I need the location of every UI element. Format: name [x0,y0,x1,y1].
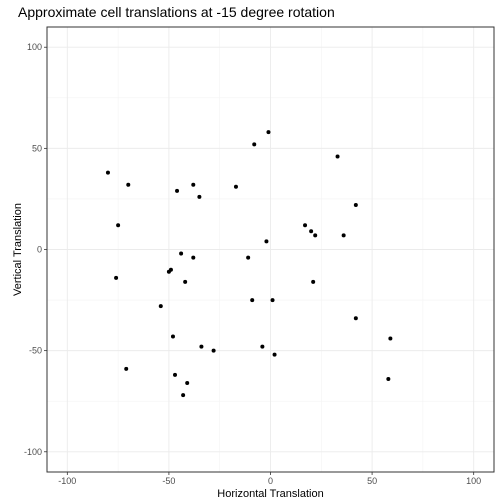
y-tick-label-2: 0 [37,245,42,255]
data-point-1 [126,182,131,187]
data-point-35 [353,203,358,207]
data-point-27 [270,298,275,303]
data-point-17 [197,194,202,199]
data-point-21 [246,255,251,260]
data-point-14 [185,381,190,385]
data-point-12 [181,393,186,398]
data-point-33 [335,154,340,159]
data-point-5 [158,304,163,309]
x-tick-label-3: 50 [367,476,377,486]
data-point-9 [173,372,178,377]
data-point-16 [191,255,196,260]
axes: -100 -50 0 50 100 -100 -50 0 50 100 [24,42,481,486]
x-axis-title: Horizontal Translation [217,488,323,500]
data-point-28 [272,352,277,357]
data-point-31 [311,279,316,284]
y-tick-label-3: 50 [32,143,42,153]
y-tick-label-1: -50 [29,346,42,356]
x-tick-label-4: 100 [466,476,481,486]
data-point-23 [252,142,257,147]
data-point-20 [233,184,238,189]
data-point-15 [191,182,196,187]
data-point-38 [388,336,393,341]
data-point-26 [266,130,271,135]
data-point-13 [183,279,188,284]
x-tick-label-2: 0 [268,476,273,486]
x-tick-label-0: -100 [58,476,76,486]
points [105,130,393,398]
data-point-34 [341,233,346,238]
data-point-25 [264,239,269,244]
y-tick-label-0: -100 [24,447,42,457]
y-axis-title: Vertical Translation [12,203,24,296]
data-point-10 [175,188,180,193]
data-point-7 [168,267,173,272]
data-point-29 [303,223,308,228]
data-point-3 [114,275,119,280]
chart-title: Approximate cell translations at -15 deg… [18,4,335,20]
data-point-18 [199,344,204,349]
data-point-32 [313,233,318,238]
data-point-11 [179,251,184,256]
grid [47,27,494,472]
data-point-4 [124,366,129,371]
data-point-24 [260,344,265,349]
data-point-8 [170,334,175,339]
data-point-0 [105,170,110,175]
data-point-22 [250,298,255,303]
data-point-36 [353,316,358,321]
data-point-37 [386,376,391,381]
data-point-30 [309,229,314,234]
x-tick-label-1: -50 [162,476,175,486]
data-point-19 [211,348,216,353]
data-point-2 [116,223,121,228]
y-tick-label-4: 100 [27,42,42,52]
